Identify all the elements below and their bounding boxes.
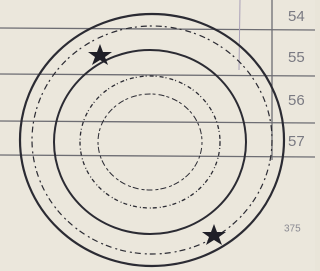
row-number: 54 <box>288 8 305 25</box>
row-number: 55 <box>288 49 305 66</box>
page-number: 375 <box>284 224 301 235</box>
row-number: 56 <box>288 92 305 109</box>
paper <box>0 0 315 271</box>
row-number: 57 <box>288 133 305 150</box>
document-scan: 54 55 56 57 375 <box>0 0 315 271</box>
page: 54 55 56 57 375 (() => { const data = JS… <box>0 0 315 271</box>
